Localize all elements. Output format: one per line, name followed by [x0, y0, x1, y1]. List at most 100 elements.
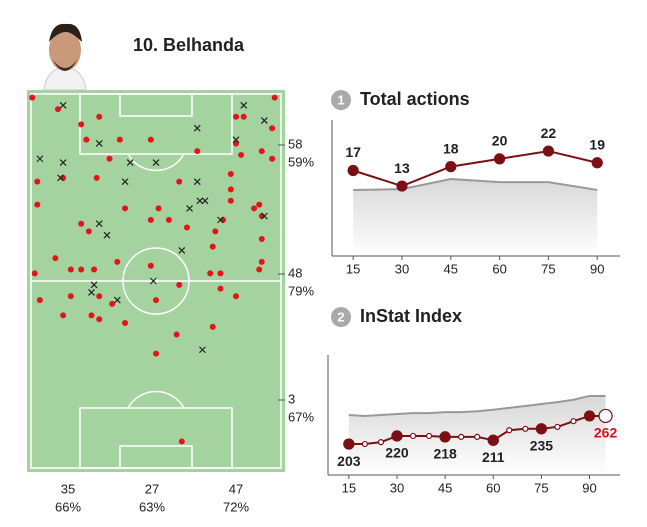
key-point: [445, 161, 457, 173]
x-tick-label: 30: [390, 480, 404, 495]
key-point: [598, 408, 613, 424]
zone-count: 47: [229, 481, 243, 496]
data-label: 235: [530, 438, 554, 454]
point: [583, 410, 596, 422]
unsuccessful-action: [149, 277, 157, 285]
player-name: 10. Belhanda: [133, 35, 245, 55]
unsuccessful-action: [95, 140, 103, 147]
zone-count: 27: [145, 481, 159, 496]
zone-percent: 72%: [223, 499, 249, 514]
data-label: 17: [345, 144, 361, 160]
unsuccessful-action: [121, 178, 129, 186]
successful-action: [178, 438, 185, 445]
unsuccessful-action: [199, 346, 206, 354]
data-label: 20: [492, 133, 508, 149]
unsuccessful-action: [113, 296, 121, 304]
unsuccessful-action: [260, 117, 268, 124]
successful-action: [34, 178, 41, 185]
player-photo: [42, 16, 88, 91]
successful-action: [122, 320, 129, 327]
unsuccessful-action: [36, 155, 44, 163]
unsuccessful-action: [196, 197, 204, 205]
successful-action: [78, 220, 85, 227]
successful-action: [83, 136, 90, 143]
key-point: [535, 423, 547, 435]
successful-action: [91, 266, 98, 273]
successful-action: [217, 270, 224, 277]
x-tick-label: 60: [486, 480, 500, 495]
section-1-header: 1 Total actions: [331, 89, 470, 110]
unsuccessful-action: [186, 204, 193, 212]
data-label: 203: [337, 453, 361, 469]
point: [554, 423, 561, 431]
unsuccessful-action: [103, 231, 111, 239]
successful-action: [209, 323, 216, 330]
x-tick-label: 30: [395, 261, 409, 276]
successful-action: [238, 151, 245, 158]
data-label: 18: [443, 140, 459, 156]
successful-action: [96, 316, 103, 323]
successful-action: [78, 266, 85, 273]
unsuccessful-action: [90, 281, 98, 289]
successful-action: [52, 255, 59, 262]
successful-action: [54, 106, 61, 113]
successful-action: [153, 350, 159, 357]
unsuccessful-action: [217, 216, 224, 224]
point: [474, 433, 481, 441]
successful-action: [207, 270, 214, 277]
point: [377, 439, 385, 446]
point: [361, 440, 369, 448]
unsuccessful-action: [193, 178, 201, 186]
data-label: 19: [589, 136, 605, 152]
point: [409, 432, 417, 440]
successful-action: [209, 243, 216, 250]
key-point: [343, 438, 355, 450]
unsuccessful-action: [59, 159, 67, 167]
section-number: 1: [337, 92, 344, 107]
unsuccessful-action: [260, 212, 268, 220]
x-tick-label: 75: [541, 261, 555, 276]
successful-action: [240, 113, 247, 120]
data-label: 211: [482, 449, 505, 465]
unsuccessful-action: [59, 101, 67, 109]
x-tick-label: 15: [346, 261, 360, 276]
data-label: 13: [394, 160, 410, 176]
successful-action: [147, 136, 154, 143]
area: [353, 179, 598, 256]
zone-percent: 67%: [288, 409, 314, 424]
successful-action: [232, 113, 239, 120]
point: [570, 418, 577, 425]
line: [353, 178, 598, 191]
successful-action: [227, 197, 234, 204]
key-point: [487, 434, 499, 446]
unsuccessful-action: [232, 136, 240, 144]
line: [348, 394, 606, 417]
successful-action: [227, 186, 234, 193]
successful-action: [173, 331, 180, 338]
successful-action: [251, 205, 258, 212]
successful-action: [88, 312, 95, 319]
x-tick-label: 90: [590, 261, 604, 276]
successful-action: [217, 285, 224, 292]
successful-action: [269, 155, 276, 162]
point: [506, 427, 513, 434]
key-point: [542, 145, 555, 157]
point: [425, 432, 433, 440]
successful-action: [116, 136, 123, 143]
zone-percent: 79%: [288, 283, 314, 298]
unsuccessful-action: [126, 159, 134, 167]
successful-action: [212, 228, 219, 235]
zone-percent: 59%: [288, 154, 314, 169]
line: [352, 150, 598, 188]
key-point: [347, 164, 359, 177]
successful-action: [183, 224, 190, 231]
successful-action: [165, 216, 172, 223]
successful-action: [153, 297, 159, 304]
section-2-header: 2 InStat Index: [331, 306, 462, 327]
x-tick-label: 45: [444, 261, 458, 276]
section-number: 2: [337, 309, 344, 324]
point: [458, 433, 465, 441]
successful-action: [269, 125, 276, 132]
successful-action: [258, 148, 265, 155]
